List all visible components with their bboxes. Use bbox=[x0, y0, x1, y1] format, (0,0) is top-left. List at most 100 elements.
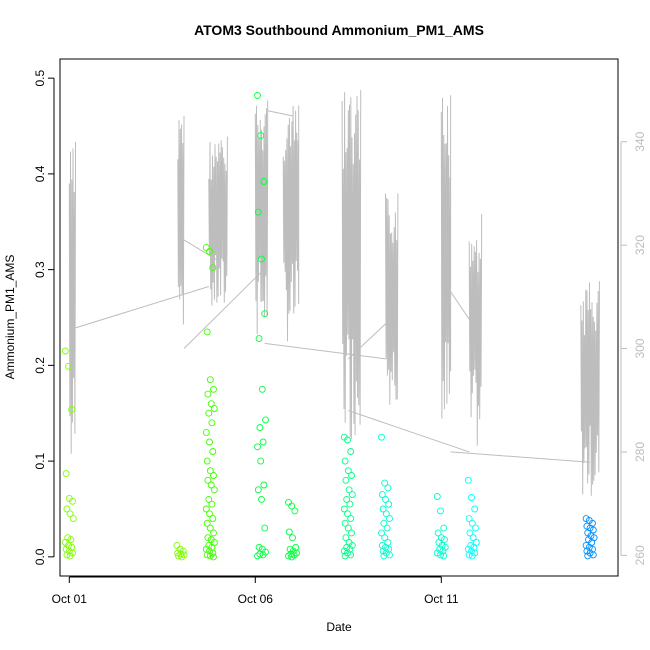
data-point bbox=[206, 376, 214, 384]
chart-title: ATOM3 Southbound Ammonium_PM1_AMS bbox=[194, 22, 484, 38]
data-point bbox=[382, 510, 390, 518]
data-point bbox=[378, 529, 385, 537]
altitude-trace bbox=[341, 90, 362, 440]
data-point bbox=[254, 552, 261, 560]
data-points bbox=[61, 91, 598, 561]
data-point bbox=[348, 529, 355, 537]
data-point bbox=[63, 505, 71, 513]
data-point bbox=[584, 552, 592, 560]
data-point bbox=[344, 436, 351, 444]
data-point bbox=[381, 534, 389, 542]
data-point bbox=[69, 497, 76, 505]
data-point bbox=[380, 552, 388, 560]
y-tick-label: 0.4 bbox=[33, 165, 47, 182]
data-point bbox=[203, 519, 211, 527]
data-point bbox=[210, 385, 217, 393]
data-point bbox=[386, 515, 393, 523]
data-point bbox=[468, 519, 476, 527]
data-point bbox=[206, 467, 214, 475]
data-point bbox=[433, 493, 441, 500]
transit-line bbox=[267, 110, 293, 117]
data-point bbox=[68, 405, 76, 413]
data-point bbox=[262, 416, 269, 424]
altitude-trace bbox=[254, 100, 269, 335]
plot-area bbox=[59, 58, 619, 577]
data-point bbox=[440, 524, 448, 532]
data-point bbox=[209, 515, 217, 523]
y2-tick-label: 300 bbox=[633, 338, 647, 358]
data-point bbox=[206, 438, 213, 446]
y-axis-right: 260 280 300 320 340 bbox=[620, 131, 647, 565]
data-point bbox=[437, 507, 444, 515]
data-point bbox=[63, 551, 71, 559]
altitude-trace bbox=[440, 95, 452, 419]
data-point bbox=[257, 457, 265, 465]
data-point bbox=[202, 505, 210, 513]
data-point bbox=[61, 347, 69, 355]
data-point bbox=[379, 505, 387, 513]
y2-tick-label: 320 bbox=[633, 235, 647, 255]
data-point bbox=[261, 524, 269, 532]
data-point bbox=[62, 470, 70, 478]
altitude-trace bbox=[282, 105, 300, 342]
data-point bbox=[202, 244, 210, 252]
data-point bbox=[206, 524, 214, 532]
y-tick-label: 0.5 bbox=[33, 69, 47, 86]
data-point bbox=[174, 549, 182, 557]
data-point bbox=[69, 515, 77, 523]
data-point bbox=[291, 507, 299, 515]
data-point bbox=[341, 519, 349, 527]
altitude-lines bbox=[68, 90, 600, 496]
data-point bbox=[348, 491, 356, 499]
altitude-trace bbox=[468, 214, 483, 446]
data-point bbox=[340, 505, 348, 513]
data-point bbox=[289, 534, 296, 542]
data-point bbox=[66, 510, 74, 518]
data-point bbox=[437, 551, 444, 559]
data-point bbox=[589, 526, 597, 534]
data-point bbox=[203, 328, 211, 336]
y-tick-label: 0.0 bbox=[33, 548, 47, 565]
altitude-trace bbox=[68, 141, 76, 454]
data-point bbox=[210, 553, 217, 561]
data-point bbox=[346, 500, 354, 508]
data-point bbox=[258, 385, 266, 393]
data-point bbox=[381, 479, 389, 487]
y-axis-left: 0.0 0.1 0.2 0.3 0.4 0.5 bbox=[33, 69, 55, 565]
data-point bbox=[345, 486, 353, 494]
data-point bbox=[173, 541, 181, 549]
data-point bbox=[464, 476, 472, 484]
data-point bbox=[204, 476, 212, 484]
data-point bbox=[67, 536, 75, 544]
data-point bbox=[207, 481, 215, 489]
x-axis: Oct 01 Oct 06 Oct 11 bbox=[52, 576, 459, 606]
y-axis-label: Ammonium_PM1_AMS bbox=[3, 255, 17, 380]
data-point bbox=[207, 400, 215, 408]
data-point bbox=[210, 472, 217, 479]
data-point bbox=[259, 438, 267, 446]
data-point bbox=[342, 476, 350, 484]
data-point bbox=[209, 448, 217, 455]
data-point bbox=[203, 457, 211, 465]
x-tick-label: Oct 06 bbox=[238, 592, 274, 606]
data-point bbox=[441, 536, 448, 544]
data-point bbox=[210, 529, 217, 537]
data-point bbox=[468, 494, 475, 501]
data-point bbox=[378, 491, 386, 499]
data-point bbox=[257, 132, 265, 140]
data-point bbox=[348, 472, 355, 479]
y-tick-label: 0.2 bbox=[33, 357, 47, 374]
altitude-trace bbox=[177, 115, 185, 325]
data-point bbox=[255, 335, 263, 343]
transit-line bbox=[450, 451, 591, 463]
data-point bbox=[383, 524, 391, 532]
data-point bbox=[385, 500, 393, 508]
data-point bbox=[254, 443, 261, 451]
data-point bbox=[285, 552, 292, 560]
data-point bbox=[204, 390, 212, 398]
data-point bbox=[254, 486, 262, 494]
altitude-trace bbox=[385, 193, 399, 405]
data-point bbox=[260, 178, 268, 185]
y-tick-label: 0.3 bbox=[33, 261, 47, 278]
y2-tick-label: 340 bbox=[633, 131, 647, 151]
